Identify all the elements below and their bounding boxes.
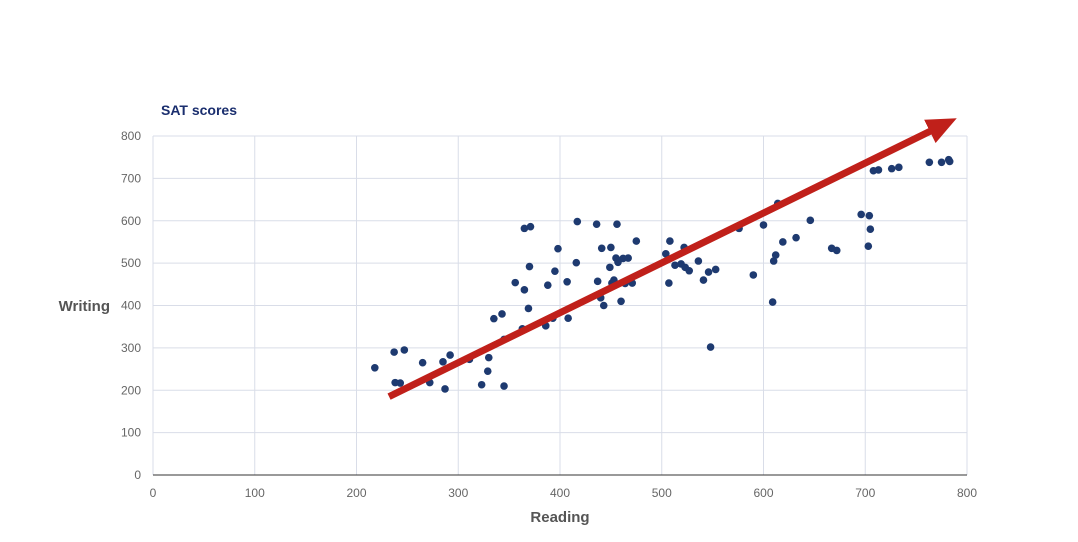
x-axis-title: Reading	[530, 509, 589, 526]
data-point	[665, 279, 673, 287]
data-point	[563, 277, 571, 286]
data-point	[662, 250, 670, 258]
y-tick-label: 700	[121, 171, 141, 185]
data-point	[520, 224, 529, 233]
data-point	[704, 268, 713, 276]
x-tick-label: 400	[550, 486, 570, 500]
data-point	[749, 271, 758, 279]
data-point	[694, 257, 703, 265]
y-tick-label: 300	[121, 341, 141, 355]
data-point	[666, 237, 674, 245]
data-point	[477, 380, 486, 389]
data-point	[524, 304, 533, 313]
data-point	[945, 157, 954, 166]
data-point	[874, 166, 883, 174]
y-tick-label: 100	[121, 426, 141, 440]
data-points	[371, 155, 954, 393]
data-point	[706, 343, 715, 351]
x-tick-label: 100	[245, 486, 265, 500]
y-tick-label: 800	[121, 129, 141, 143]
gridlines	[152, 135, 968, 476]
data-point	[599, 301, 608, 310]
data-point	[418, 358, 427, 367]
x-tick-label: 500	[652, 486, 672, 500]
y-tick-label: 200	[121, 383, 141, 397]
data-point	[632, 237, 641, 245]
chart-title: SAT scores	[161, 102, 237, 118]
data-point	[551, 267, 559, 275]
data-point	[887, 164, 896, 173]
x-tick-label: 700	[855, 486, 875, 500]
x-tick-label: 600	[753, 486, 773, 500]
x-tick-label: 200	[346, 486, 366, 500]
x-tick-label: 800	[957, 486, 977, 500]
data-point	[500, 382, 508, 390]
y-axis-title: Writing	[59, 298, 110, 315]
data-point	[490, 314, 498, 323]
data-point	[759, 221, 768, 229]
data-point	[446, 351, 454, 359]
data-point	[498, 310, 506, 318]
data-point	[441, 385, 449, 393]
data-point	[439, 358, 447, 366]
data-point	[526, 222, 535, 231]
data-point	[564, 314, 572, 323]
data-point	[792, 233, 800, 242]
data-point	[396, 379, 405, 387]
x-tick-label: 300	[448, 486, 468, 500]
y-tick-label: 0	[134, 468, 141, 482]
data-point	[572, 258, 581, 267]
data-point	[771, 251, 780, 259]
data-point	[390, 348, 398, 356]
data-point	[671, 261, 679, 270]
y-axis-ticks: 0 100 200 300 400 500 600 700 800	[121, 129, 141, 482]
data-point	[769, 257, 778, 265]
data-point	[864, 242, 873, 250]
trend-arrow	[387, 118, 957, 400]
data-point	[866, 225, 875, 234]
data-point	[895, 163, 903, 172]
data-point	[607, 243, 615, 252]
data-point	[573, 217, 582, 226]
data-point	[483, 367, 492, 375]
data-point	[543, 281, 552, 289]
data-point	[597, 244, 606, 253]
data-point	[937, 158, 946, 167]
data-point	[593, 277, 602, 286]
data-point	[400, 346, 409, 354]
data-point	[617, 297, 625, 306]
data-point	[857, 210, 865, 219]
data-point	[484, 353, 493, 362]
y-tick-label: 600	[121, 214, 141, 228]
data-point	[525, 262, 534, 271]
data-point	[779, 238, 787, 246]
data-point	[806, 216, 815, 225]
data-point	[925, 158, 934, 167]
data-point	[520, 286, 529, 294]
data-point	[768, 298, 777, 306]
data-point	[685, 266, 694, 275]
data-point	[832, 246, 841, 255]
data-point	[511, 278, 520, 287]
x-tick-label: 0	[150, 486, 157, 500]
data-point	[592, 220, 601, 228]
data-point	[699, 276, 708, 284]
data-point	[865, 211, 874, 220]
y-tick-label: 400	[121, 299, 141, 313]
data-point	[624, 254, 632, 262]
x-axis-ticks: 0 100 200 300 400 500 600 700 800	[150, 486, 978, 500]
y-tick-label: 500	[121, 256, 141, 270]
data-point	[554, 244, 562, 253]
data-point	[613, 220, 621, 228]
data-point	[606, 263, 614, 272]
data-point	[371, 363, 379, 372]
data-point	[711, 265, 720, 274]
